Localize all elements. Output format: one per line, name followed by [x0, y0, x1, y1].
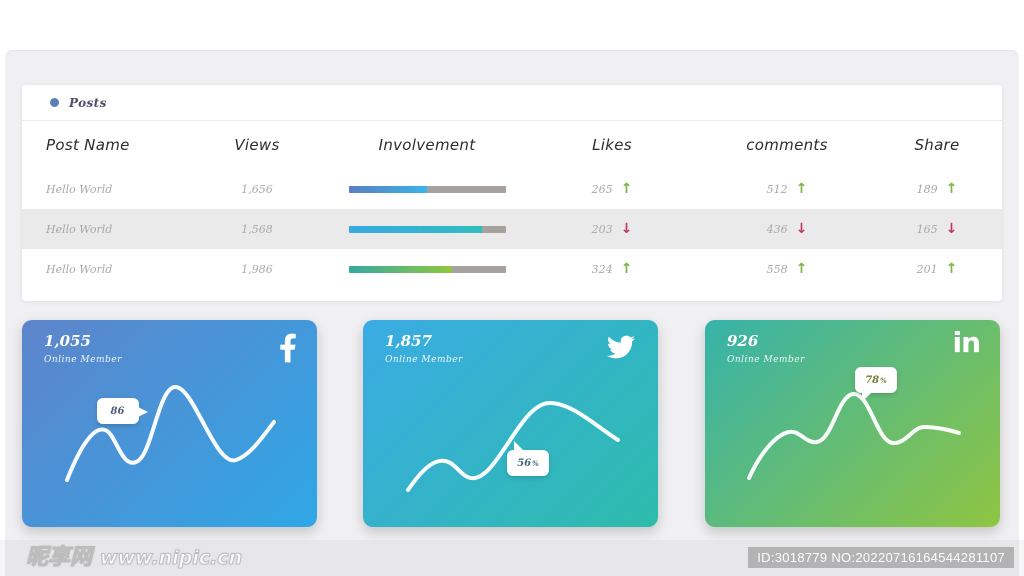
linkedin-online-label: Online Member — [727, 355, 805, 365]
views-cell: 1,568 — [241, 222, 273, 236]
tooltip-suffix: % — [532, 458, 539, 468]
chart-tooltip: 78% — [855, 367, 897, 402]
comments-value: 558 — [766, 262, 788, 276]
likes-cell: 265 ↑ — [522, 182, 702, 196]
tooltip-value: 86 — [110, 405, 125, 417]
twitter-online-count: 1,857 — [385, 332, 432, 350]
watermark-id-badge: ID:3018779 NO:20220716164544281107 — [748, 547, 1014, 568]
views-cell: 1,656 — [241, 182, 273, 196]
tooltip-suffix: % — [880, 375, 887, 385]
likes-cell: 203 ↓ — [522, 222, 702, 236]
facebook-online-count: 1,055 — [44, 332, 91, 350]
involvement-cell — [332, 185, 522, 193]
share-trend-arrow-icon: ↓ — [945, 221, 958, 237]
table-row[interactable]: Hello World 1,986 324 ↑ 558 ↑ 201 ↑ — [22, 249, 1002, 289]
twitter-stat-card[interactable]: 1,857 Online Member 56% — [363, 320, 658, 527]
involvement-bar-track — [348, 265, 506, 273]
facebook-sparkline-chart — [65, 384, 276, 482]
share-trend-arrow-icon: ↑ — [945, 181, 958, 197]
tooltip-value: 56 — [517, 457, 532, 469]
watermark-logo: 昵享网 www.nipic.cn — [25, 539, 243, 571]
column-header-share: Share — [914, 136, 960, 154]
linkedin-stat-card[interactable]: 926 Online Member in 78% — [705, 320, 1000, 527]
likes-value: 265 — [591, 182, 613, 196]
comments-cell: 512 ↑ — [702, 182, 872, 196]
share-value: 189 — [916, 182, 938, 196]
column-header-involvement: Involvement — [378, 136, 476, 154]
posts-table-card: Posts Post Name Views Involvement Likes … — [22, 85, 1002, 301]
comments-cell: 558 ↑ — [702, 262, 872, 276]
column-header-comments: comments — [746, 136, 828, 154]
involvement-bar-fill — [348, 185, 427, 193]
involvement-cell — [332, 265, 522, 273]
likes-value: 324 — [591, 262, 613, 276]
views-cell: 1,986 — [241, 262, 273, 276]
facebook-icon — [279, 333, 297, 367]
share-cell: 165 ↓ — [872, 222, 1002, 236]
comments-trend-arrow-icon: ↑ — [795, 261, 808, 277]
posts-section-header: Posts — [22, 85, 1002, 121]
watermark-site-url: www.nipic.cn — [100, 547, 243, 570]
posts-bullet-icon — [50, 98, 59, 107]
twitter-sparkline-chart — [406, 400, 620, 492]
post-name-cell: Hello World — [46, 182, 113, 196]
likes-trend-arrow-icon: ↑ — [620, 261, 633, 277]
linkedin-online-count: 926 — [727, 332, 759, 350]
watermark-site-name: 昵享网 — [25, 545, 93, 571]
table-header-row: Post Name Views Involvement Likes commen… — [22, 121, 1002, 169]
linkedin-sparkline-chart — [747, 392, 961, 480]
post-name-cell: Hello World — [46, 222, 113, 236]
share-trend-arrow-icon: ↑ — [945, 261, 958, 277]
share-cell: 189 ↑ — [872, 182, 1002, 196]
twitter-icon — [604, 333, 638, 365]
facebook-stat-card[interactable]: 1,055 Online Member 86 — [22, 320, 317, 527]
likes-value: 203 — [591, 222, 613, 236]
involvement-bar-fill — [348, 265, 453, 273]
post-name-cell: Hello World — [46, 262, 113, 276]
column-header-likes: Likes — [592, 136, 632, 154]
likes-trend-arrow-icon: ↓ — [620, 221, 633, 237]
comments-trend-arrow-icon: ↓ — [795, 221, 808, 237]
likes-cell: 324 ↑ — [522, 262, 702, 276]
table-row[interactable]: Hello World 1,656 265 ↑ 512 ↑ 189 ↑ — [22, 169, 1002, 209]
linkedin-icon: in — [952, 326, 981, 359]
tooltip-value: 78 — [865, 374, 880, 386]
comments-value: 436 — [766, 222, 788, 236]
chart-tooltip: 86 — [97, 398, 148, 424]
share-cell: 201 ↑ — [872, 262, 1002, 276]
comments-trend-arrow-icon: ↑ — [795, 181, 808, 197]
involvement-cell — [332, 225, 522, 233]
comments-cell: 436 ↓ — [702, 222, 872, 236]
share-value: 201 — [916, 262, 938, 276]
column-header-post-name: Post Name — [46, 136, 130, 154]
column-header-views: Views — [234, 136, 280, 154]
table-row[interactable]: Hello World 1,568 203 ↓ 436 ↓ 165 ↓ — [22, 209, 1002, 249]
likes-trend-arrow-icon: ↑ — [620, 181, 633, 197]
involvement-bar-fill — [348, 225, 482, 233]
posts-section-title: Posts — [69, 95, 107, 110]
share-value: 165 — [916, 222, 938, 236]
comments-value: 512 — [766, 182, 788, 196]
facebook-online-label: Online Member — [44, 355, 122, 365]
involvement-bar-track — [348, 225, 506, 233]
twitter-online-label: Online Member — [385, 355, 463, 365]
involvement-bar-track — [348, 185, 506, 193]
chart-tooltip: 56% — [507, 441, 549, 476]
